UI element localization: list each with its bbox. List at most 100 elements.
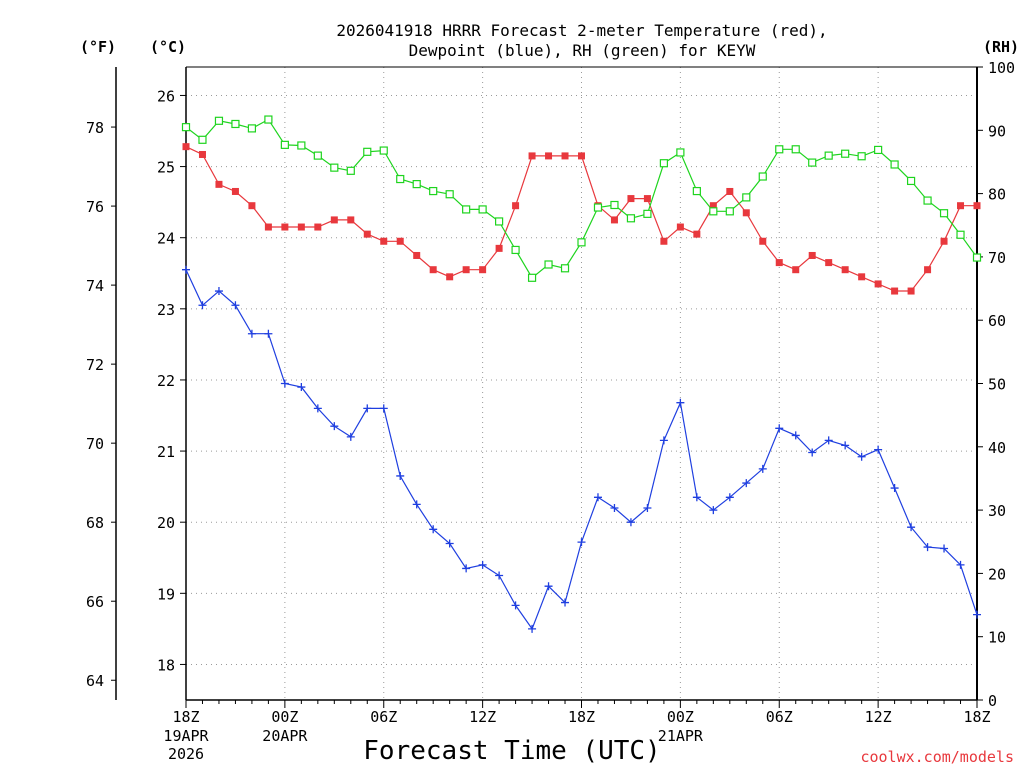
dewpoint-point-47 (956, 560, 965, 569)
temperature-point-41 (858, 273, 866, 281)
rh-point-28 (643, 209, 652, 218)
rh-point-47 (956, 230, 965, 239)
rh-point-0 (181, 123, 191, 132)
dewpoint-point-32 (709, 506, 718, 515)
dewpoint-point-25 (593, 493, 602, 502)
chart-title-line-1: 2026041918 HRRR Forecast 2-meter Tempera… (336, 21, 827, 40)
rh-point-20 (511, 245, 520, 255)
rh-point-25 (593, 203, 603, 212)
rh-point-11 (363, 147, 372, 156)
rh-point-1 (198, 135, 207, 144)
temperature-point-18 (479, 266, 487, 274)
x-tick-label-42: 12Z (865, 708, 892, 726)
dewpoint-point-27 (626, 518, 635, 527)
rh-unit-label: (RH) (983, 38, 1019, 56)
dewpoint-point-40 (841, 441, 850, 450)
x-tick-label-18: 12Z (469, 708, 496, 726)
rh-point-27 (626, 214, 636, 223)
dewpoint-point-9 (330, 422, 339, 431)
dewpoint-point-35 (758, 464, 767, 473)
rh-point-3 (231, 119, 240, 129)
x-tick-label-0: 18Z (172, 708, 199, 726)
dewpoint-point-39 (824, 436, 833, 445)
temperature-point-42 (874, 280, 882, 288)
rh-point-40 (841, 149, 850, 158)
dewpoint-point-14 (412, 500, 421, 509)
rh-tick-label-90: 90 (988, 122, 1006, 140)
temperature-point-14 (413, 251, 421, 259)
fahrenheit-tick-label-70: 70 (86, 435, 104, 453)
rh-point-22 (544, 260, 553, 269)
rh-tick-label-20: 20 (988, 565, 1006, 583)
rh-point-42 (874, 145, 883, 155)
celsius-tick-label-25: 25 (157, 159, 175, 177)
rh-tick-label-50: 50 (988, 376, 1006, 394)
temperature-point-40 (841, 266, 849, 274)
x-axis-title: Forecast Time (UTC) (363, 736, 660, 766)
rh-point-17 (462, 205, 471, 214)
temperature-point-2 (215, 180, 223, 188)
dewpoint-point-41 (857, 452, 866, 461)
rh-point-13 (396, 174, 405, 184)
rh-point-2 (214, 116, 224, 125)
x-tick-label-24: 18Z (568, 708, 595, 726)
temperature-point-16 (446, 273, 454, 281)
dewpoint-point-24 (577, 538, 586, 547)
dewpoint-point-28 (643, 503, 652, 512)
fahrenheit-tick-label-68: 68 (86, 514, 104, 532)
rh-point-41 (857, 152, 866, 161)
dewpoint-point-4 (247, 329, 256, 338)
rh-point-9 (330, 163, 339, 172)
fahrenheit-tick-label-66: 66 (86, 593, 104, 611)
fahrenheit-tick-label-74: 74 (86, 277, 104, 295)
dewpoint-point-37 (791, 431, 800, 440)
rh-point-23 (560, 264, 570, 273)
dewpoint-point-1 (198, 301, 207, 310)
x-tick-label-48: 18Z (963, 708, 990, 726)
rh-point-6 (280, 140, 289, 149)
temperature-point-30 (676, 223, 684, 231)
dewpoint-point-48 (973, 610, 981, 619)
grid-lines (186, 67, 977, 700)
rh-point-30 (676, 148, 685, 157)
dewpoint-point-20 (511, 601, 520, 610)
dewpoint-point-38 (808, 448, 817, 457)
rh-point-16 (445, 190, 454, 199)
dewpoint-point-8 (313, 404, 322, 413)
celsius-unit-label: (°C) (150, 38, 186, 56)
rh-point-44 (906, 176, 916, 186)
dewpoint-point-12 (379, 404, 388, 413)
celsius-tick-label-19: 19 (157, 585, 175, 603)
celsius-tick-label-21: 21 (157, 443, 175, 461)
temperature-point-35 (759, 237, 767, 245)
temperature-point-11 (363, 230, 371, 238)
dewpoint-point-21 (528, 624, 537, 633)
celsius-tick-label-22: 22 (157, 372, 175, 390)
dewpoint-point-19 (495, 571, 504, 580)
dewpoint-point-30 (676, 398, 685, 407)
rh-tick-label-10: 10 (988, 629, 1006, 647)
temperature-point-46 (940, 237, 948, 245)
dewpoint-point-6 (280, 379, 289, 388)
chart-title-line-2: Dewpoint (blue), RH (green) for KEYW (409, 41, 756, 60)
temperature-point-28 (643, 195, 651, 203)
temperature-point-22 (545, 152, 553, 160)
rh-tick-label-100: 100 (988, 59, 1015, 77)
dewpoint-point-34 (742, 479, 751, 488)
dewpoint-point-3 (231, 301, 240, 310)
rh-tick-label-60: 60 (988, 312, 1006, 330)
fahrenheit-tick-label-64: 64 (86, 672, 104, 690)
temperature-point-39 (825, 259, 833, 267)
temperature-point-3 (231, 187, 239, 195)
rh-point-5 (264, 115, 273, 124)
dewpoint-point-29 (659, 436, 668, 445)
x-tick-label-30: 00Z (667, 708, 694, 726)
x-tick-sublabel-0-1: 2026 (168, 745, 204, 763)
dewpoint-line (185, 269, 978, 631)
temperature-point-10 (347, 216, 355, 224)
dewpoint-point-36 (775, 424, 784, 433)
temperature-point-34 (742, 209, 750, 217)
temperature-point-6 (281, 223, 289, 231)
